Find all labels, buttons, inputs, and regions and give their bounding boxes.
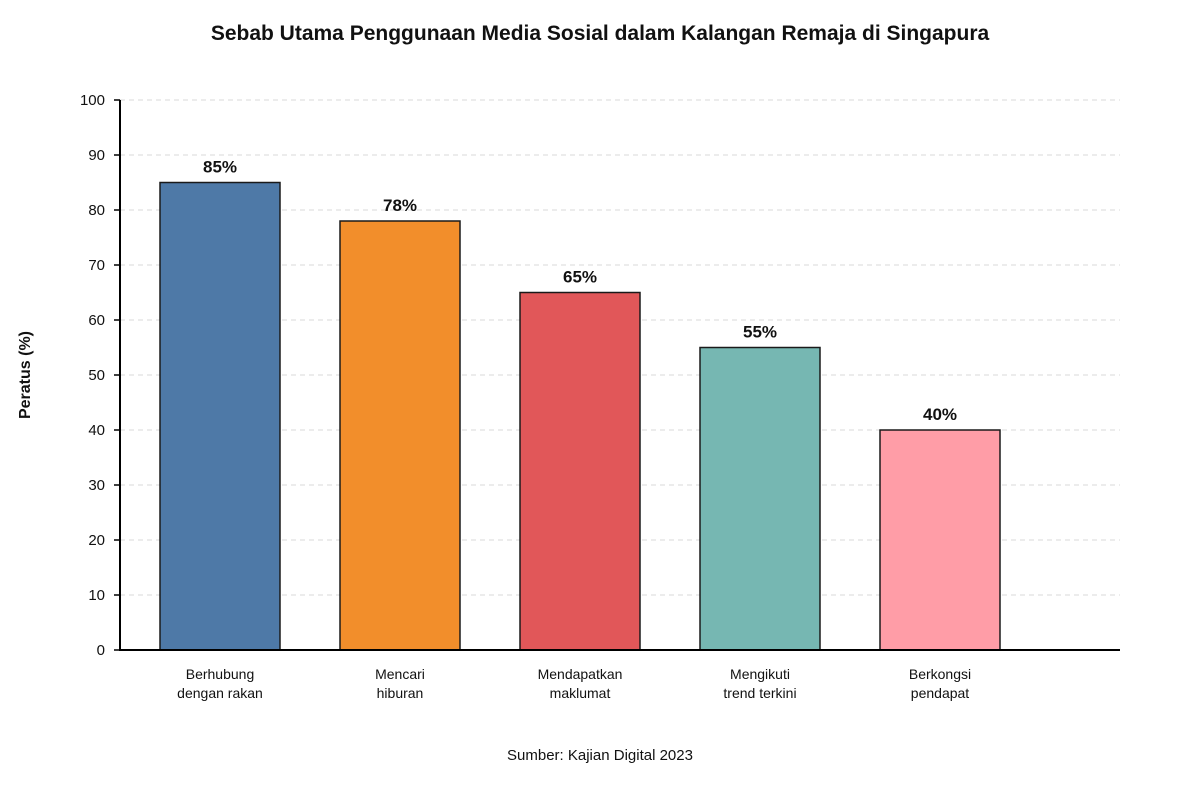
bar-value-label: 55% [743, 323, 777, 342]
x-category-label: dengan rakan [177, 685, 263, 701]
category-labels: Berhubung dengan rakan Mencari hiburan Menda… [177, 666, 971, 701]
bar [159, 181, 281, 651]
y-tick-label: 20 [88, 532, 105, 549]
x-category-label: maklumat [550, 685, 611, 701]
bar-value-label: 78% [383, 196, 417, 215]
source-note: Sumber: Kajian Digital 2023 [507, 747, 693, 764]
y-tick-label: 10 [88, 587, 105, 604]
y-tick-label: 70 [88, 257, 105, 274]
x-category-label: hiburan [377, 685, 424, 701]
bar [339, 220, 461, 651]
chart-title: Sebab Utama Penggunaan Media Sosial dala… [211, 22, 990, 45]
y-tick-label: 30 [88, 477, 105, 494]
y-tick-label: 0 [97, 642, 105, 659]
bar [879, 429, 1001, 651]
y-tick-label: 40 [88, 422, 105, 439]
y-tick-label: 100 [80, 92, 105, 109]
x-category-label: Mendapatkan [538, 666, 623, 682]
y-tick-label: 90 [88, 147, 105, 164]
y-axis-ticks: 0 10 20 30 40 50 60 70 80 90 100 [80, 92, 120, 659]
x-category-label: Berkongsi [909, 666, 971, 682]
x-category-label: trend terkini [723, 685, 796, 701]
x-category-label: pendapat [911, 685, 970, 701]
y-tick-label: 60 [88, 312, 105, 329]
y-axis-label: Peratus (%) [17, 331, 34, 419]
bar [699, 346, 821, 651]
bar-value-label: 85% [203, 158, 237, 177]
x-category-label: Mengikuti [730, 666, 790, 682]
x-category-label: Berhubung [186, 666, 255, 682]
y-tick-label: 80 [88, 202, 105, 219]
x-category-label: Mencari [375, 666, 425, 682]
bar [519, 291, 641, 651]
bars [159, 181, 1001, 651]
y-tick-label: 50 [88, 367, 105, 384]
bar-value-label: 65% [563, 268, 597, 287]
bar-value-label: 40% [923, 405, 957, 424]
value-labels: 85% 78% 65% 55% 40% [203, 158, 957, 425]
